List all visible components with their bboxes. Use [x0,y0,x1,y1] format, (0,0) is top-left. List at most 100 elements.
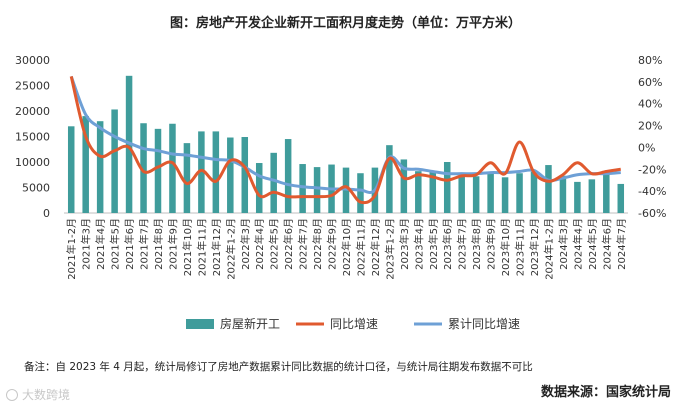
bar-new-construction [227,137,234,213]
x-tick-label: 2022年6月 [282,218,295,270]
x-tick-label: 2024年1-2月 [542,218,555,280]
bar-new-construction [617,183,625,213]
bar-new-construction [212,131,220,213]
y-right-tick-label: -60% [638,207,666,220]
x-tick-label: 2022年10月 [340,218,353,276]
bar-new-construction [400,159,408,213]
x-tick-label: 2021年3月 [80,218,93,270]
bar-new-construction [603,172,610,213]
x-tick-label: 2021年11月 [195,218,208,276]
bar-new-construction [458,174,465,213]
bar-new-construction [111,109,118,213]
x-tick-label: 2021年1-2月 [65,218,78,280]
y-left-tick-label: 30000 [15,54,50,67]
bar-new-construction [415,171,422,213]
legend-swatch-bar [186,319,214,329]
x-tick-label: 2023年10月 [499,218,512,276]
x-tick-label: 2024年3月 [557,218,570,270]
bar-new-construction [574,181,581,213]
bar-new-construction [487,171,494,213]
y-left-tick-label: 15000 [15,131,50,144]
y-left-tick-label: 20000 [15,105,50,118]
bar-new-construction [67,126,75,213]
bar-new-construction [255,163,263,213]
bar-new-construction [501,177,509,213]
bar-new-construction [530,171,538,213]
bar-new-construction [96,121,104,213]
x-tick-label: 2023年4月 [412,218,425,270]
bar-new-construction [386,145,393,213]
x-tick-label: 2022年9月 [326,218,339,270]
bar-new-construction [284,139,292,213]
x-tick-label: 2022年1-2月 [224,218,237,280]
bar-new-construction [169,123,176,213]
x-tick-label: 2023年1-2月 [383,218,396,280]
x-tick-label: 2021年6月 [123,218,136,270]
bar-new-construction [545,165,552,213]
x-tick-label: 2023年7月 [456,218,469,270]
chart-title: 图：房地产开发企业新开工面积月度走势（单位：万平方米） [169,16,521,31]
watermark: 大数跨境 [6,386,70,403]
y-right-tick-label: 20% [638,120,662,133]
x-tick-label: 2024年5月 [586,218,599,270]
bar-new-construction [140,123,147,213]
line-cumulative-yoy [69,75,621,194]
x-tick-label: 2021年7月 [138,218,151,270]
y-left-tick-label: 5000 [22,182,50,195]
bar-new-construction [313,167,321,213]
x-tick-label: 2024年6月 [600,218,613,270]
y-left-tick-label: 0 [43,207,50,220]
y-right-tick-label: 40% [638,98,662,111]
bar-new-construction [183,143,191,213]
x-tick-label: 2022年8月 [311,218,324,270]
y-right-tick-label: -20% [638,163,666,176]
x-tick-label: 2023年3月 [398,218,411,270]
x-tick-label: 2021年8月 [152,218,165,270]
y-right-tick-label: 80% [638,54,662,67]
bar-new-construction [154,128,162,213]
x-tick-label: 2023年11月 [514,218,527,276]
data-source: 数据来源：国家统计局 [540,385,671,400]
x-tick-label: 2023年8月 [470,218,483,270]
x-tick-label: 2022年3月 [239,218,252,270]
bar-new-construction [357,173,364,213]
y-left-tick-label: 10000 [15,156,50,169]
bar-new-construction [299,164,306,213]
legend-label: 房屋新开工 [220,316,280,331]
x-tick-label: 2022年4月 [253,218,266,270]
bar-new-construction [588,179,596,213]
bar-new-construction [472,176,480,213]
x-tick-label: 2022年11月 [354,218,367,276]
y-right-tick-label: -40% [638,185,666,198]
x-tick-label: 2021年12月 [210,218,223,276]
y-right-tick-label: 60% [638,76,662,89]
watermark-logo-icon [6,389,18,401]
x-tick-label: 2022年12月 [369,218,382,276]
x-tick-label: 2021年5月 [109,218,122,270]
bar-new-construction [429,171,437,213]
x-tick-label: 2022年7月 [297,218,310,270]
x-tick-label: 2022年5月 [268,218,281,270]
x-tick-label: 2021年10月 [181,218,194,276]
legend-label: 同比增速 [330,317,378,331]
bar-new-construction [241,137,249,213]
bar-new-construction [82,116,89,213]
x-tick-label: 2023年9月 [485,218,498,270]
x-tick-label: 2023年12月 [528,218,541,276]
line-yoy [69,76,621,205]
bar-new-construction [443,162,451,213]
y-right-tick-label: 0% [638,141,655,154]
x-tick-label: 2024年7月 [615,218,628,270]
x-tick-label: 2023年5月 [427,218,440,270]
bar-new-construction [559,175,567,213]
bar-new-construction [270,152,277,213]
x-tick-label: 2024年4月 [571,218,584,270]
x-tick-label: 2021年9月 [166,218,179,270]
x-tick-label: 2023年6月 [441,218,454,270]
bar-new-construction [516,173,523,213]
x-tick-label: 2021年4月 [94,218,107,270]
footnote: 备注：自 2023 年 4 月起，统计局修订了房地产数据累计同比数据的统计口径，… [24,361,533,373]
bar-new-construction [198,131,205,213]
watermark-text: 大数跨境 [22,388,71,402]
